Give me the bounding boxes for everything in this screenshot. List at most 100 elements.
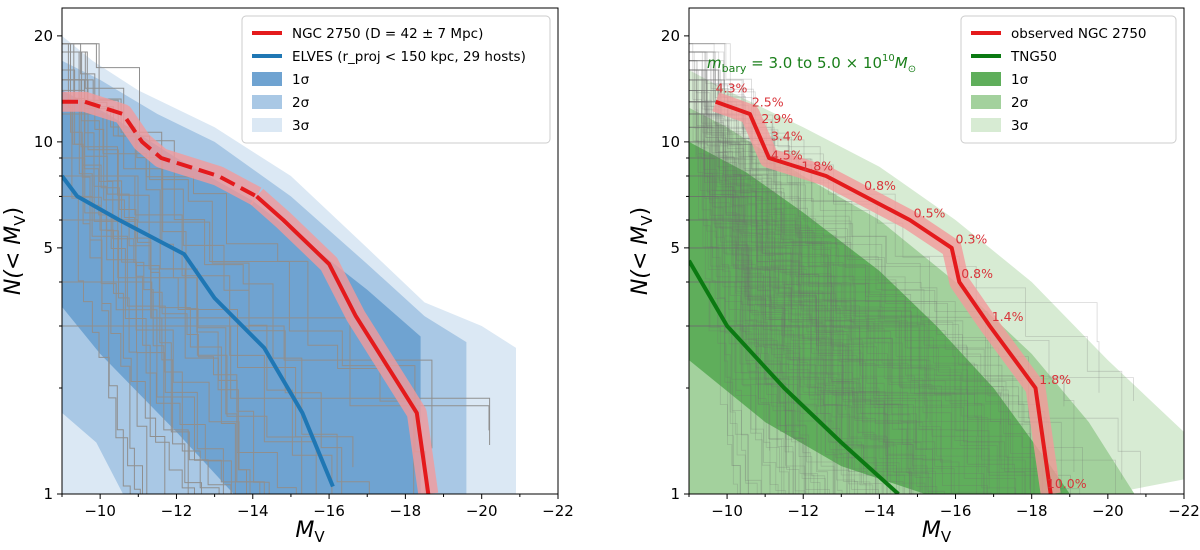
- background-curve: [689, 69, 830, 494]
- background-curve: [62, 43, 343, 494]
- background-curve: [689, 247, 846, 411]
- y-tick-label: 1: [670, 485, 680, 503]
- y-axis-label: N(< MV): [1, 207, 29, 295]
- x-axis-label: MV: [295, 518, 325, 546]
- series-line: [689, 259, 900, 494]
- background-curve: [689, 196, 985, 494]
- background-curve: [689, 157, 850, 494]
- percent-label: 0.3%: [956, 231, 988, 246]
- background-curve: [689, 69, 843, 494]
- background-curve: [689, 141, 835, 494]
- background-curve: [689, 101, 932, 494]
- background-curve: [689, 60, 960, 494]
- percent-label: 3.4%: [771, 128, 803, 143]
- background-curve: [689, 113, 785, 494]
- background-curve: [689, 60, 914, 494]
- background-curve: [689, 157, 1071, 494]
- background-curve: [689, 247, 758, 371]
- background-curve: [689, 219, 908, 450]
- background-curve: [689, 60, 815, 494]
- background-curve: [689, 247, 819, 407]
- background-curve: [62, 43, 202, 494]
- legend: observed NGC 2750 TNG50 1σ 2σ 3σ: [960, 15, 1177, 144]
- background-curve: [689, 79, 1016, 494]
- percent-label: 1.4%: [992, 309, 1024, 324]
- background-curve: [689, 101, 810, 494]
- background-curve: [689, 79, 783, 494]
- background-curve: [689, 51, 924, 494]
- y-tick-label: 5: [43, 239, 53, 257]
- legend-label: 3σ: [1011, 118, 1029, 134]
- y-tick-label: 10: [661, 133, 680, 151]
- background-curve: [689, 141, 834, 494]
- x-tick-label: −14: [237, 502, 269, 520]
- background-curve: [62, 219, 354, 468]
- background-curve: [689, 101, 826, 494]
- background-curve: [689, 79, 1052, 494]
- background-curve: [689, 196, 969, 430]
- axes-frame: [61, 7, 559, 495]
- y-tick-label: 10: [34, 133, 53, 151]
- y-tick-label: 1: [43, 485, 53, 503]
- legend-label: 1σ: [292, 72, 310, 88]
- background-curve: [689, 219, 903, 473]
- background-curve: [689, 113, 888, 494]
- background-curve: [62, 195, 224, 494]
- percent-label: 0.8%: [961, 266, 993, 281]
- x-tick-label: −10: [711, 502, 743, 520]
- plot-area: [689, 43, 1184, 494]
- background-curve: [689, 247, 955, 493]
- background-curve: [689, 157, 1141, 494]
- background-curve: [689, 157, 1075, 472]
- background-curve: [62, 175, 317, 494]
- background-curve: [689, 90, 879, 494]
- background-curve: [689, 101, 979, 473]
- background-curve: [689, 141, 1043, 494]
- background-curve: [689, 175, 787, 466]
- background-curve: [689, 219, 1009, 494]
- y-axis-label: N(< MV): [628, 207, 656, 295]
- background-curve: [689, 281, 845, 395]
- background-curve: [689, 79, 1035, 494]
- background-curve: [689, 69, 806, 494]
- x-tick-label: −16: [940, 502, 972, 520]
- x-axis-label: MV: [922, 518, 952, 546]
- legend-box: [241, 15, 551, 144]
- legend-label: 3σ: [292, 118, 310, 134]
- percent-label: 0.5%: [914, 205, 946, 220]
- percent-label: 4.3%: [716, 81, 748, 96]
- background-curve: [689, 51, 905, 494]
- background-curve: [689, 79, 771, 494]
- background-curve: [689, 141, 904, 494]
- background-curve: [689, 101, 1015, 494]
- background-curve: [689, 175, 796, 494]
- mass-annotation: mbary = 3.0 to 5.0 × 1010M⊙: [707, 53, 916, 75]
- background-curve: [689, 51, 936, 494]
- x-tick-label: −22: [542, 502, 574, 520]
- background-curve: [689, 69, 867, 494]
- x-tick-label: −12: [161, 502, 193, 520]
- percent-label: 10.0%: [1047, 476, 1087, 491]
- background-curve: [689, 325, 1065, 407]
- background-curve: [689, 325, 953, 448]
- background-curve: [689, 113, 848, 494]
- background-curve: [689, 113, 879, 494]
- background-curve: [689, 141, 977, 494]
- background-curve: [689, 325, 1001, 425]
- background-curve: [62, 101, 141, 494]
- background-curve: [689, 281, 862, 484]
- background-curve: [689, 60, 821, 494]
- background-curve: [689, 90, 800, 494]
- background-curve: [689, 90, 897, 494]
- background-curve: [689, 196, 887, 471]
- background-curve: [689, 281, 928, 419]
- y-tick-label: 5: [670, 239, 680, 257]
- background-curve: [689, 69, 891, 494]
- background-curve: [689, 43, 779, 494]
- background-curve: [689, 101, 911, 494]
- legend-label: observed NGC 2750: [1011, 26, 1147, 42]
- background-curve: [689, 101, 801, 494]
- background-curve: [689, 141, 836, 494]
- percent-label: 2.9%: [761, 111, 793, 126]
